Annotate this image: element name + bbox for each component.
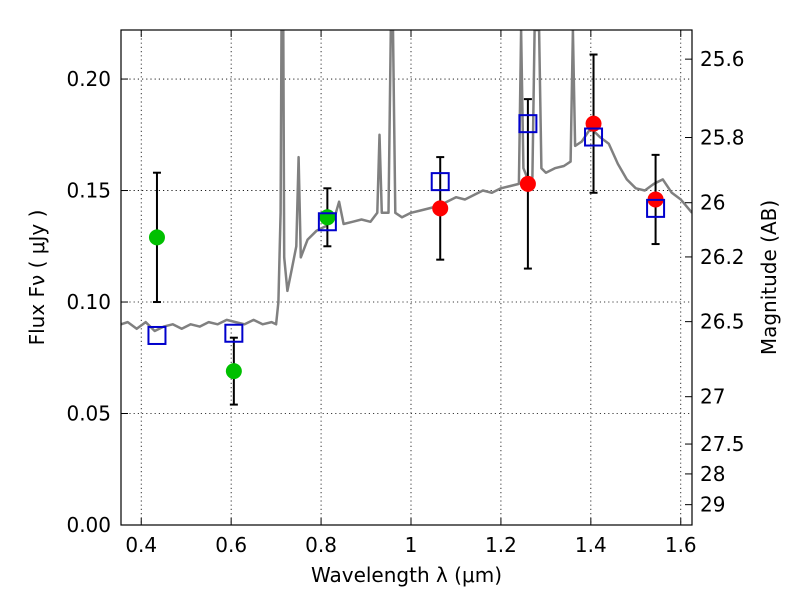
- y-tick-label: 0.10: [66, 290, 111, 314]
- mag-tick-label: 27.5: [700, 432, 745, 456]
- x-tick-label: 1.4: [575, 533, 607, 557]
- y-tick-label: 0.20: [66, 67, 111, 91]
- data-point-square: [224, 323, 244, 343]
- mag-tick-label: 26.2: [700, 245, 745, 269]
- x-axis-label: Wavelength λ (μm): [311, 563, 502, 587]
- spectrum-line: [121, 30, 692, 333]
- data-point-circle: [432, 200, 449, 217]
- mag-tick-label: 29: [700, 493, 725, 517]
- data-point-circle: [225, 363, 242, 380]
- x-tick-label: 1: [405, 533, 418, 557]
- y-tick-label: 0.15: [66, 179, 111, 203]
- error-bars: [152, 53, 660, 406]
- data-point-circle: [319, 209, 336, 226]
- y-axis-label: Flux Fν ( μJy ): [25, 210, 49, 346]
- mag-tick-label: 25.8: [700, 126, 745, 150]
- mag-tick-label: 26: [700, 191, 725, 215]
- grid: [121, 30, 692, 526]
- data-point-circle: [519, 175, 536, 192]
- right-axis-label: Magnitude (AB): [757, 200, 781, 355]
- model-spectrum: [121, 30, 692, 333]
- y-tick-label: 0.05: [66, 402, 111, 426]
- data-markers: [147, 114, 666, 380]
- data-point-circle: [148, 229, 165, 246]
- data-point-square: [518, 114, 538, 134]
- mag-tick-label: 28: [700, 462, 725, 486]
- mag-tick-label: 25.6: [700, 47, 745, 71]
- data-point-square: [430, 172, 450, 192]
- data-point-square: [317, 212, 337, 232]
- data-point-square: [147, 325, 167, 345]
- x-tick-label: 1.2: [485, 533, 517, 557]
- y-tick-label: 0.00: [66, 513, 111, 537]
- data-point-square: [646, 198, 666, 218]
- x-tick-label: 0.8: [305, 533, 337, 557]
- mag-tick-label: 26.5: [700, 310, 745, 334]
- x-tick-label: 0.6: [215, 533, 247, 557]
- axis-ticks: 0.4 0.6 0.8 1 1.2 1.4 1.6 0.00 0.05 0.10 0.15 0.20 2…: [66, 30, 745, 557]
- x-tick-label: 1.6: [665, 533, 697, 557]
- plot-frame: [120, 29, 693, 526]
- data-point-square: [584, 127, 604, 147]
- mag-tick-label: 27: [700, 385, 725, 409]
- x-tick-label: 0.4: [125, 533, 157, 557]
